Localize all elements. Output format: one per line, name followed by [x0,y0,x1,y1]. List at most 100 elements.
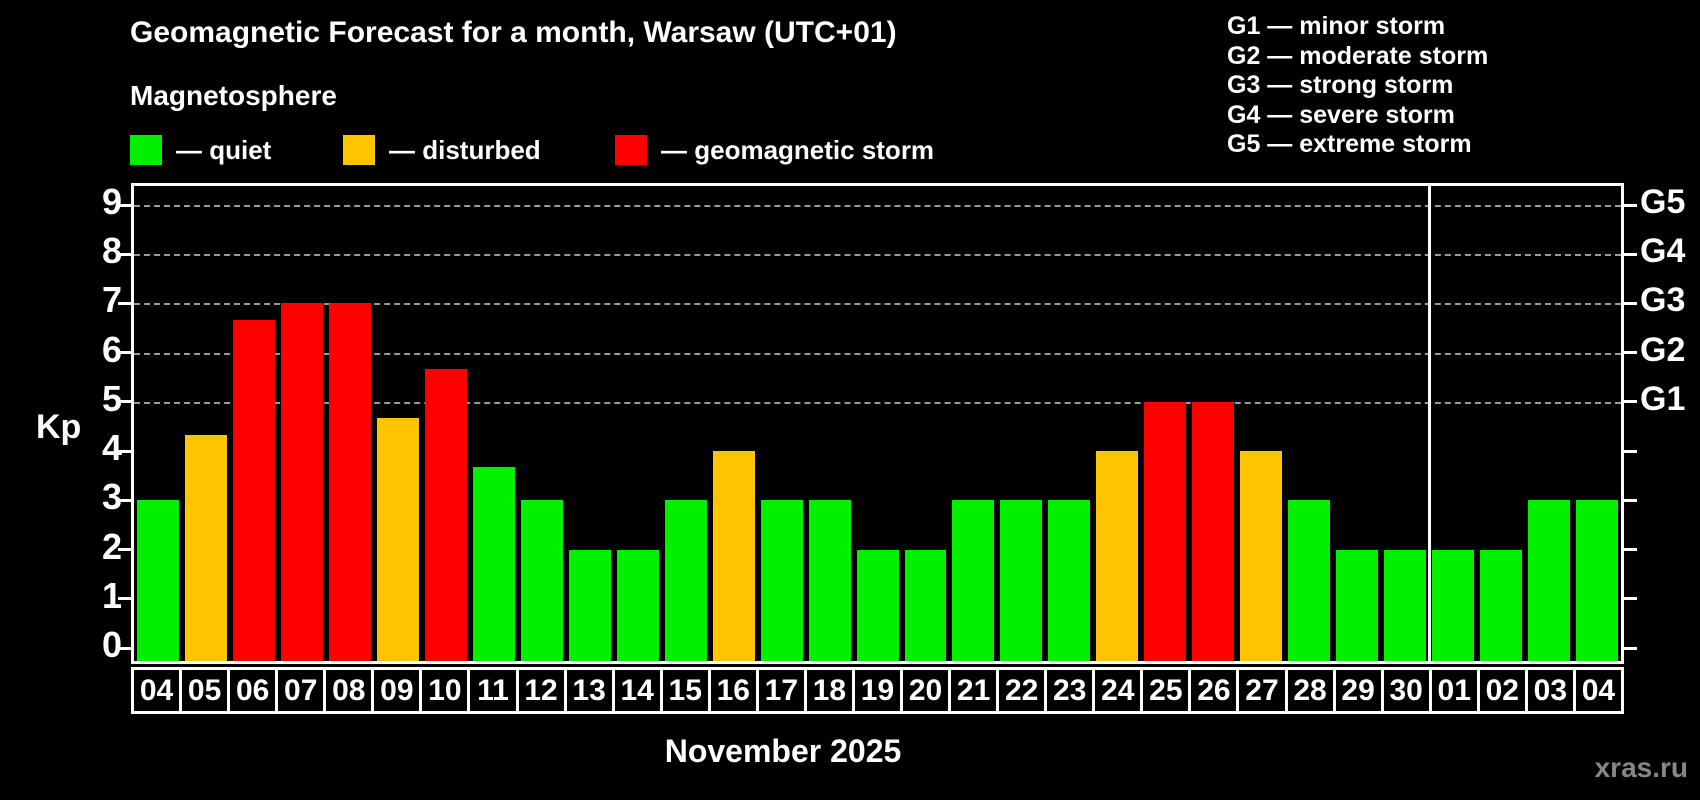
bar-slot [566,186,614,661]
day-cell-08: 08 [326,670,375,711]
day-cell-11: 11 [470,670,519,711]
bar-slot [1045,186,1093,661]
right-tick-kp-8 [1624,252,1637,256]
bar-slot [278,186,326,661]
kp-bar-day-13 [568,549,611,661]
storm-scale-line: G1 — minor storm [1227,12,1446,40]
right-tick-kp-2 [1624,548,1637,552]
left-tick-kp-2 [118,548,131,552]
day-cell-27: 27 [1239,670,1288,711]
storm-scale-line: G3 — strong storm [1227,71,1454,99]
bar-slot [182,186,230,661]
chart-subtitle: Magnetosphere [130,80,337,111]
kp-bar-day-24 [1096,451,1139,661]
bar-slot [806,186,854,661]
bar-slot [1381,186,1429,661]
kp-bar-day-09 [376,418,419,661]
gridline-kp-5 [134,401,1621,404]
bar-slot [854,186,902,661]
day-cell-15: 15 [663,670,711,711]
right-tick-kp-7 [1624,301,1637,305]
kp-bar-day-12 [520,500,563,661]
y-tick-label-5: 5 [101,377,122,419]
bar-slot [326,186,374,661]
bar-slot [1477,186,1525,661]
bar-slot [518,186,566,661]
day-cell-14: 14 [615,670,663,711]
right-axis-label-G4: G4 [1640,232,1686,271]
bar-slot [470,186,518,661]
y-tick-label-4: 4 [101,427,122,469]
day-cell-30: 30 [1384,670,1432,711]
bar-slot [1093,186,1141,661]
day-cell-07: 07 [278,670,327,711]
day-cell-12: 12 [519,670,567,711]
bar-slot [1285,186,1333,661]
left-tick-kp-0 [118,646,131,650]
right-tick-kp-1 [1624,597,1637,601]
x-axis-caption: November 2025 [664,733,902,769]
right-tick-kp-9 [1624,203,1637,207]
legend-label: — quiet [176,134,272,165]
bar-slot [230,186,278,661]
right-tick-kp-0 [1624,646,1637,650]
day-cell-24: 24 [1095,670,1144,711]
left-tick-kp-4 [118,449,131,453]
kp-bar-day-26 [1192,401,1235,661]
bar-slot [1141,186,1189,661]
day-cell-28: 28 [1288,670,1336,711]
right-tick-kp-4 [1624,449,1637,453]
y-tick-label-8: 8 [101,230,122,272]
kp-bar-day-10 [424,368,467,661]
right-tick-kp-5 [1624,400,1637,404]
kp-bar-day-19 [856,549,899,661]
bar-slot [1573,186,1621,661]
day-cell-21: 21 [951,670,1000,711]
day-cell-06: 06 [230,670,279,711]
kp-bar-day-29 [1336,549,1379,661]
bar-slot [758,186,806,661]
bar-slot [1237,186,1285,661]
day-cell-23: 23 [1047,670,1096,711]
day-cell-20: 20 [903,670,952,711]
bar-slot [949,186,997,661]
y-tick-label-0: 0 [101,624,122,665]
left-tick-kp-7 [118,301,131,305]
day-cell-22: 22 [999,670,1048,711]
bar-slot [662,186,710,661]
bar-slot [422,186,470,661]
bar-slot [614,186,662,661]
bar-slot [1189,186,1237,661]
bar-slot [1429,186,1477,661]
kp-bar-day-22 [1000,500,1043,661]
kp-bar-day-06 [232,319,275,661]
y-tick-label-7: 7 [101,279,122,321]
bar-slot [134,186,182,661]
day-cell-02: 02 [1480,670,1528,711]
y-tick-label-3: 3 [101,476,122,518]
storm-scale-line: G2 — moderate storm [1227,41,1489,70]
right-tick-kp-6 [1624,351,1637,355]
right-axis-label-G2: G2 [1640,330,1686,369]
kp-bar-day-28 [1288,500,1331,661]
x-axis-day-labels: 04 05 06 07 08 09 10 11 12 13 14 15 16 17 18 19 20 21 22 23… [131,667,1624,714]
bar-series [134,186,1621,661]
bar-slot [1333,186,1381,661]
day-cell-19: 19 [855,670,903,711]
right-axis-label-G3: G3 [1640,281,1686,320]
kp-bar-day-05 [184,434,227,661]
y-tick-label-1: 1 [101,574,122,616]
kp-bar-day-18 [808,500,851,661]
y-axis-label: Kp [36,408,82,446]
gridline-kp-8 [134,254,1621,257]
y-tick-label-2: 2 [101,525,122,567]
bar-slot [374,186,422,661]
kp-bar-day-15 [664,500,707,661]
left-tick-kp-8 [118,252,131,256]
day-cell-05: 05 [182,670,231,711]
right-axis-label-G5: G5 [1640,183,1686,221]
gridline-kp-6 [134,352,1621,355]
kp-bar-day-21 [952,500,995,661]
left-tick-kp-6 [118,351,131,355]
day-cell-04: 04 [1581,673,1616,707]
